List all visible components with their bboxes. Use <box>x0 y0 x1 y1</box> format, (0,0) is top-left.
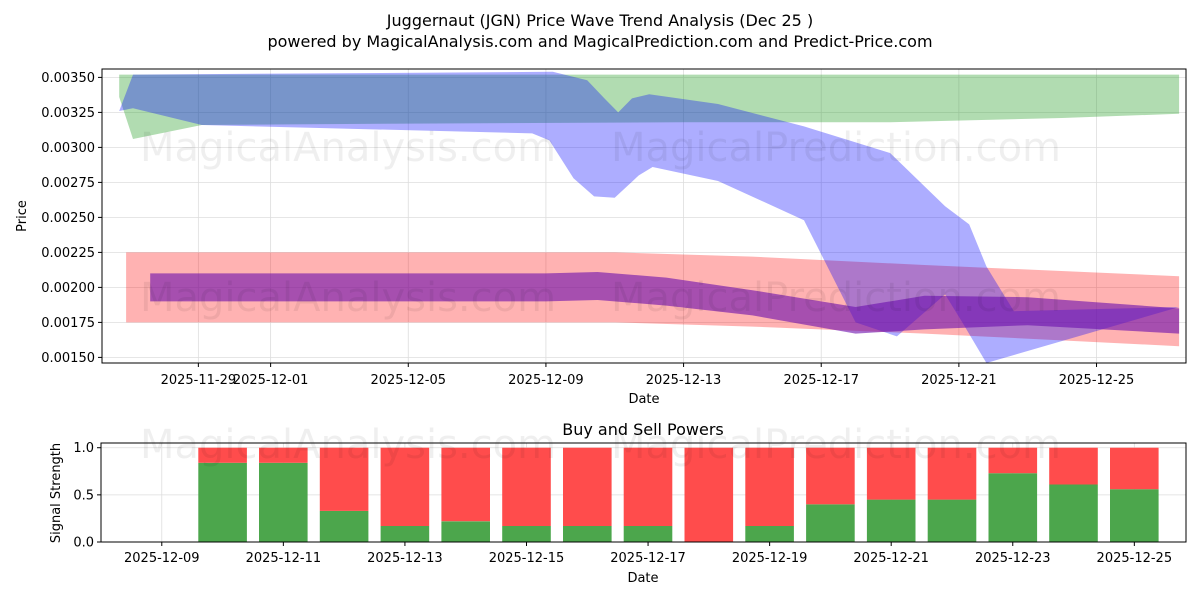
watermark-prediction: MagicalPrediction.com <box>611 275 1061 321</box>
buy-sell-x-tick-label: 2025-12-25 <box>1097 551 1173 566</box>
buy-bar <box>563 526 612 542</box>
sell-bar <box>502 447 551 526</box>
blue-band <box>119 71 1180 363</box>
chart-title: Juggernaut (JGN) Price Wave Trend Analys… <box>386 11 813 30</box>
sell-bar <box>988 447 1038 474</box>
buy-sell-x-tick-label: 2025-12-21 <box>853 551 929 566</box>
sell-bar <box>319 447 369 511</box>
watermark-analysis: MagicalAnalysis.com <box>140 275 556 321</box>
price-y-tick-label: 0.00200 <box>41 281 95 296</box>
price-x-tick-label: 2025-11-29 <box>161 373 237 388</box>
price-x-tick-label: 2025-12-25 <box>1059 373 1135 388</box>
buy-sell-x-axis: 2025-12-09 2025-12-11 2025-12-13 2025-12-15… <box>124 542 1172 566</box>
chart-subtitle: powered by MagicalAnalysis.com and Magic… <box>267 32 932 51</box>
sell-bar <box>927 447 977 500</box>
buy-bar <box>623 526 673 542</box>
watermark-prediction: MagicalPrediction.com <box>611 422 1061 468</box>
buy-bar <box>259 462 308 542</box>
buy-sell-x-tick-label: 2025-12-13 <box>367 551 443 566</box>
buy-bar <box>502 526 551 542</box>
buy-bar <box>319 510 369 542</box>
price-y-label: Price <box>15 200 30 232</box>
price-y-tick-label: 0.00150 <box>41 351 95 366</box>
price-bands <box>119 71 1180 363</box>
buy-bar <box>988 473 1038 542</box>
price-x-tick-label: 2025-12-17 <box>783 373 859 388</box>
buy-sell-frame <box>100 442 1187 543</box>
buy-sell-y-tick-label: 1.0 <box>73 441 94 456</box>
buy-bar <box>380 526 430 542</box>
buy-sell-x-label: Date <box>627 571 658 586</box>
buy-bar <box>1110 489 1159 542</box>
buy-sell-y-label: Signal Strength <box>49 443 64 543</box>
price-y-tick-label: 0.00275 <box>41 176 95 191</box>
sell-bar <box>684 447 734 542</box>
price-y-tick-label: 0.00250 <box>41 211 95 226</box>
sell-bar <box>623 447 673 526</box>
sell-bar <box>745 447 794 526</box>
price-x-label: Date <box>628 392 659 407</box>
buy-sell-y-tick-label: 0.0 <box>73 536 94 551</box>
buy-bar <box>441 521 490 542</box>
green-band <box>119 74 1180 139</box>
price-chart-frame <box>101 68 1187 364</box>
price-y-tick-label: 0.00350 <box>41 71 95 86</box>
sell-bar <box>441 447 490 522</box>
sell-bar <box>198 447 247 463</box>
watermark-analysis: MagicalAnalysis.com <box>140 125 556 171</box>
sell-bar <box>1049 447 1098 485</box>
price-y-tick-label: 0.00300 <box>41 141 95 156</box>
buy-sell-x-tick-label: 2025-12-17 <box>610 551 686 566</box>
buy-sell-chart: Buy and Sell Powers MagicalAnalysis.com … <box>49 420 1187 586</box>
buy-sell-bars <box>198 447 1159 542</box>
price-wave-chart: MagicalAnalysis.com MagicalPrediction.co… <box>15 68 1187 407</box>
price-y-axis: 0.00150 0.00175 0.00200 0.00225 0.00250 0.002… <box>41 71 102 366</box>
buy-sell-x-tick-label: 2025-12-11 <box>246 551 322 566</box>
price-y-tick-label: 0.00175 <box>41 316 95 331</box>
watermark-prediction: MagicalPrediction.com <box>611 125 1061 171</box>
sell-bar <box>866 447 916 500</box>
sell-bar <box>380 447 430 526</box>
buy-bar <box>927 499 977 542</box>
price-y-tick-label: 0.00325 <box>41 106 95 121</box>
sell-bar <box>806 447 855 505</box>
buy-sell-x-tick-label: 2025-12-15 <box>489 551 565 566</box>
price-x-tick-label: 2025-12-09 <box>508 373 584 388</box>
sell-bar <box>259 447 308 463</box>
sell-bar <box>1110 447 1159 490</box>
sell-bar <box>563 447 612 526</box>
price-x-tick-label: 2025-12-01 <box>233 373 309 388</box>
watermark-analysis: MagicalAnalysis.com <box>140 422 556 468</box>
buy-bar <box>198 462 247 542</box>
buy-sell-y-axis: 0.0 0.5 1.0 <box>73 441 101 551</box>
buy-sell-x-tick-label: 2025-12-09 <box>124 551 200 566</box>
price-x-tick-label: 2025-12-21 <box>921 373 997 388</box>
price-x-tick-label: 2025-12-05 <box>370 373 446 388</box>
buy-sell-y-tick-label: 0.5 <box>73 488 94 503</box>
price-y-tick-label: 0.00225 <box>41 246 95 261</box>
buy-bar <box>866 499 916 542</box>
price-x-tick-label: 2025-12-13 <box>646 373 722 388</box>
buy-sell-x-tick-label: 2025-12-23 <box>975 551 1051 566</box>
buy-sell-title: Buy and Sell Powers <box>562 420 724 439</box>
buy-bar <box>745 526 794 542</box>
purple-wave <box>150 272 1180 334</box>
buy-bar <box>1049 484 1098 542</box>
buy-sell-x-tick-label: 2025-12-19 <box>732 551 808 566</box>
buy-bar <box>806 504 855 542</box>
